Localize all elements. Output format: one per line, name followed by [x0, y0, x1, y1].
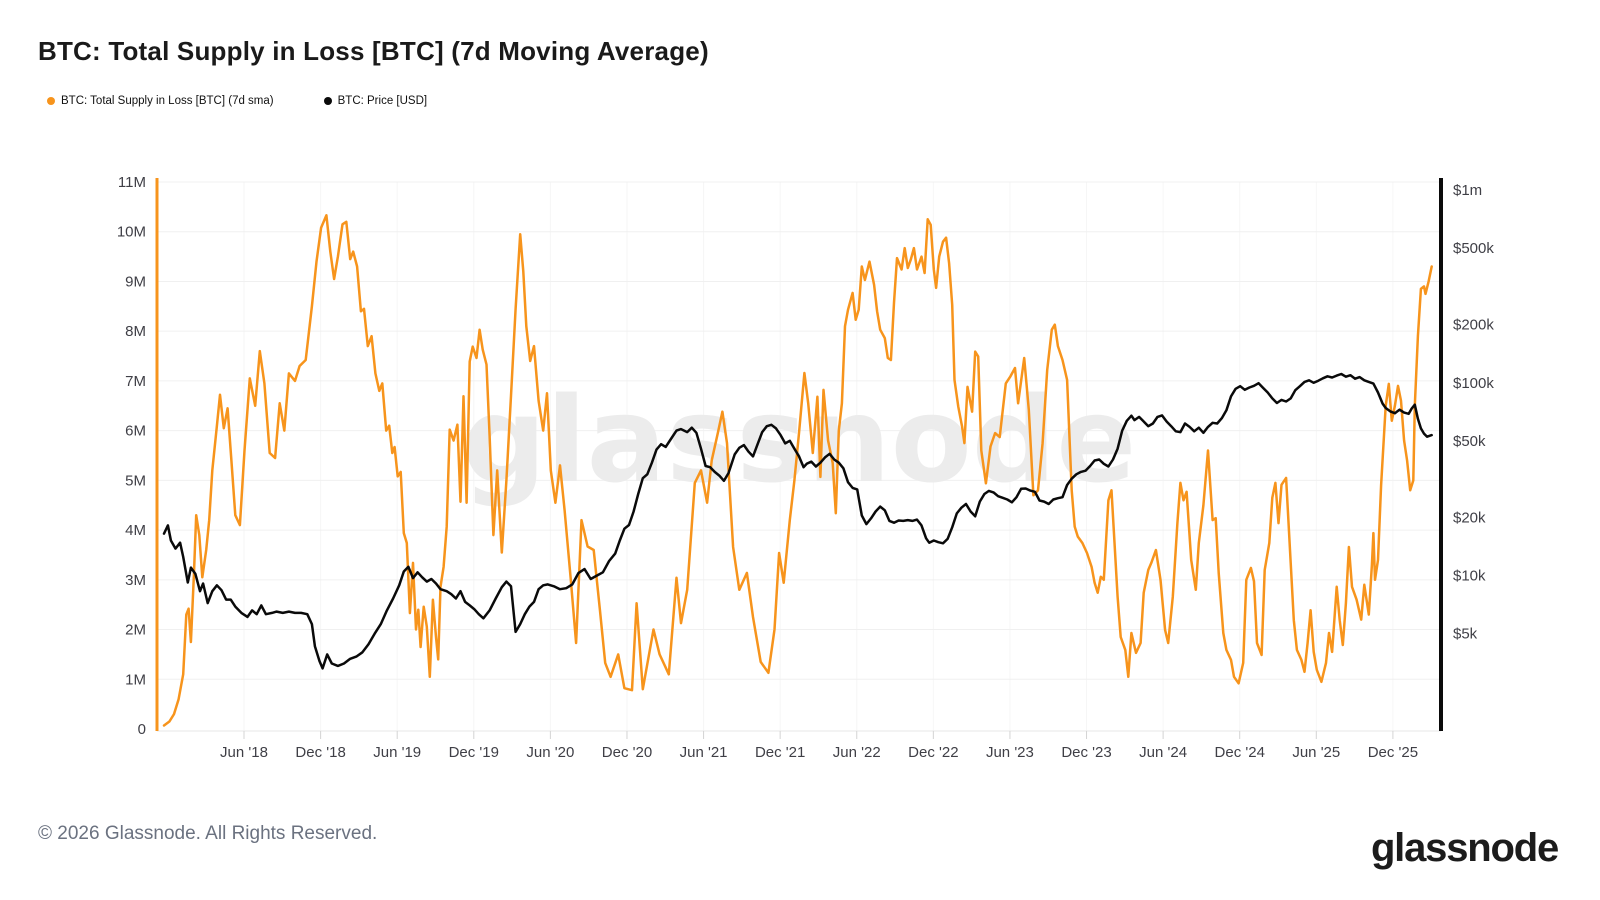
x-tick-label: Dec '21 [755, 744, 805, 761]
y-right-tick-label: $500k [1453, 240, 1494, 257]
x-tick-label: Jun '25 [1292, 744, 1340, 761]
x-tick-label: Dec '23 [1061, 744, 1111, 761]
y-left-tick-label: 10M [117, 224, 146, 241]
legend-label-supply-in-loss: BTC: Total Supply in Loss [BTC] (7d sma) [61, 95, 274, 107]
x-tick-label: Jun '21 [680, 744, 728, 761]
x-tick-label: Dec '22 [908, 744, 958, 761]
x-tick-label: Jun '24 [1139, 744, 1187, 761]
y-left-tick-label: 1M [125, 671, 146, 688]
legend-item-supply-in-loss[interactable]: BTC: Total Supply in Loss [BTC] (7d sma) [47, 95, 274, 107]
x-tick-label: Dec '24 [1215, 744, 1265, 761]
y-left-tick-label: 4M [125, 522, 146, 539]
supply-in-loss-line [162, 214, 1433, 727]
glassnode-logo: glassnode [1370, 826, 1559, 870]
legend: BTC: Total Supply in Loss [BTC] (7d sma)… [47, 95, 427, 107]
y-left-tick-label: 5M [125, 472, 146, 489]
x-tick-label: Dec '25 [1368, 744, 1418, 761]
y-left-tick-label: 0 [138, 721, 146, 738]
x-tick-label: Jun '19 [373, 744, 421, 761]
x-tick-label: Dec '20 [602, 744, 652, 761]
y-left-tick-label: 11M [118, 174, 146, 191]
chart-canvas[interactable]: glassnode01M2M3M4M5M6M7M8M9M10M11M$5k$10… [0, 0, 1600, 790]
y-right-tick-label: $100k [1453, 375, 1494, 392]
y-left-tick-label: 2M [125, 622, 146, 639]
y-left-tick-label: 9M [125, 273, 146, 290]
y-left-tick-label: 8M [125, 323, 146, 340]
x-tick-label: Jun '23 [986, 744, 1034, 761]
legend-label-price: BTC: Price [USD] [337, 95, 428, 107]
y-right-tick-label: $20k [1453, 510, 1486, 527]
x-tick-label: Dec '19 [449, 744, 499, 761]
y-right-tick-label: $10k [1453, 568, 1486, 585]
y-left-tick-label: 6M [125, 423, 146, 440]
price-line [162, 372, 1433, 670]
x-tick-label: Jun '18 [220, 744, 268, 761]
supply-in-loss-series-dot-icon [47, 97, 55, 105]
y-left-tick-label: 7M [125, 373, 146, 390]
y-right-tick-label: $5k [1453, 626, 1478, 643]
x-tick-label: Jun '20 [526, 744, 574, 761]
x-tick-label: Jun '22 [833, 744, 881, 761]
price-series-dot-icon [323, 97, 332, 105]
page-title: BTC: Total Supply in Loss [BTC] (7d Movi… [38, 36, 709, 66]
y-right-tick-label: $50k [1453, 433, 1486, 450]
x-tick-label: Dec '18 [295, 744, 345, 761]
copyright-text: © 2026 Glassnode. All Rights Reserved. [38, 823, 378, 844]
legend-item-price[interactable]: BTC: Price [USD] [323, 95, 428, 107]
y-left-tick-label: 3M [125, 572, 146, 589]
y-right-tick-label: $200k [1453, 317, 1494, 334]
y-right-tick-label: $1m [1453, 182, 1482, 199]
